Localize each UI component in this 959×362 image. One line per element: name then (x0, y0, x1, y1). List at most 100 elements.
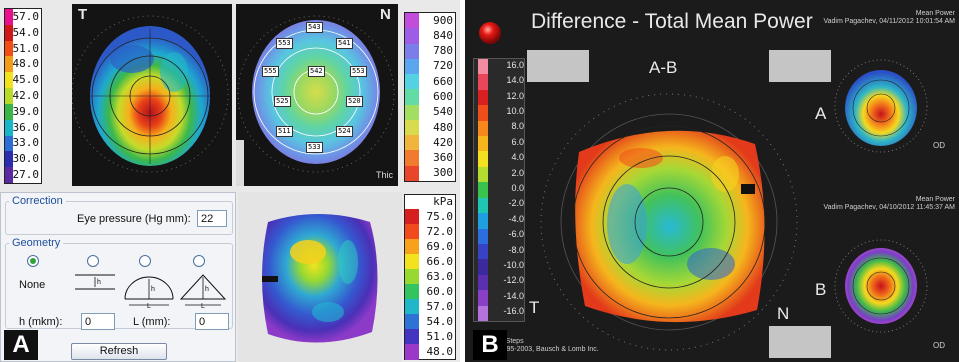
thickness-value: 533 (306, 142, 323, 153)
thickness-scale-swatch (405, 104, 419, 121)
thickness-value: 524 (336, 126, 353, 137)
keratometry-map: T (72, 4, 232, 186)
panel-a: 57.0 54.0 51.0 48.0 45.0 42.0 39.0 36.0 33.0 30.0… (0, 0, 460, 362)
pressure-scale-tick-label: 48.0 (426, 344, 454, 358)
keratometry-scale-tick-label: 36.0 (12, 120, 40, 134)
difference-scale-swatch (478, 197, 488, 214)
keratometry-scale-swatch (5, 88, 13, 105)
thickness-scale-swatch (405, 58, 419, 75)
map-a-od: OD (933, 141, 945, 150)
panel-b-label: B (473, 330, 507, 360)
difference-scale-swatch (478, 89, 488, 106)
biomechanics-map (238, 192, 402, 362)
eye-pressure-input[interactable] (197, 210, 227, 227)
pressure-scale-tick-label: 69.0 (426, 239, 454, 253)
pressure-scale-tick-label: 60.0 (426, 284, 454, 298)
thickness-scale-tick-label: 660 (433, 74, 453, 88)
l-input[interactable] (195, 313, 229, 330)
keratometry-scale-swatch (5, 72, 13, 89)
keratometry-scale-tick-label: 33.0 (12, 136, 40, 150)
top-info-line2: Vadim Pagachev, 04/11/2012 10:01:54 AM (823, 18, 955, 25)
difference-scale-tick-label: 8.0 (511, 121, 524, 132)
pressure-scale-swatch (405, 314, 419, 330)
map-b-od: OD (933, 341, 945, 350)
geometry-flat-radio[interactable] (87, 255, 99, 267)
top-info-line1: Mean Power (915, 10, 955, 17)
difference-scale-swatch (478, 290, 488, 307)
keratometry-scale-swatch (5, 167, 13, 184)
difference-scale-tick-label: 6.0 (511, 136, 524, 147)
thickness-scale-swatch (405, 74, 419, 90)
keratometry-scale-swatch (5, 40, 13, 57)
geometry-diagrams: h h L h L (75, 274, 227, 309)
keratometry-scale-swatch (5, 9, 13, 26)
difference-scale-tick-label: -14.0 (503, 290, 524, 301)
keratometry-color-scale: 57.0 54.0 51.0 48.0 45.0 42.0 39.0 36.0 33.0 30.0… (4, 8, 42, 184)
pressure-scale-tick-label: 63.0 (426, 269, 454, 283)
difference-scale-swatch (478, 166, 488, 183)
difference-map-graphic (540, 93, 798, 351)
geometry-none-radio[interactable] (27, 255, 39, 267)
thickness-scale-tick-label: 540 (433, 105, 453, 119)
map-a-label: A (815, 104, 827, 123)
thickness-scale-swatch (405, 13, 419, 29)
thickness-scale-tick-label: 420 (433, 135, 453, 149)
difference-scale-tick-label: 12.0 (506, 90, 524, 101)
difference-scale-swatch (478, 136, 488, 152)
keratometry-scale-tick-label: 57.0 (12, 9, 40, 23)
pressure-scale-swatch (405, 344, 419, 360)
keratometry-scale-swatch (5, 151, 13, 168)
geometry-none-label: None (19, 279, 46, 291)
l-label: L (mm): (133, 316, 171, 328)
keratometry-scale-tick-label: 45.0 (12, 73, 40, 87)
bottom-info-line2: Vadim Pagachev, 04/10/2012 11:45:37 AM (823, 204, 955, 211)
footer-line2: ght 1995-2003, Bausch & Lomb Inc. (487, 346, 599, 353)
eye-pressure-label: Eye pressure (Hg mm): (77, 213, 191, 225)
thickness-map: N Thic 543 553 541 555 553 542 525 520 511 524 533 (236, 4, 398, 186)
difference-scale-tick-label: -6.0 (508, 229, 524, 240)
geometry-arc-radio[interactable] (139, 255, 151, 267)
difference-scale-swatch (478, 151, 488, 168)
thickness-scale-swatch (405, 89, 419, 106)
pressure-scale-swatch (405, 239, 419, 255)
panel-b: Difference - Total Mean Power Mean Power… (465, 0, 959, 362)
difference-scale-tick-label: 0.0 (511, 183, 524, 193)
keratometry-scale-tick-label: 54.0 (12, 25, 40, 39)
top-left-placeholder (527, 50, 589, 82)
refresh-button[interactable]: Refresh (71, 343, 167, 360)
geometry-title: Geometry (9, 237, 64, 249)
difference-scale-tick-label: 16.0 (506, 59, 524, 70)
temporal-letter-b: T (529, 298, 540, 317)
thickness-value: 541 (336, 38, 353, 49)
pressure-scale-swatch (405, 284, 419, 300)
pressure-scale-swatch (405, 224, 419, 240)
thickness-scale-swatch (405, 135, 419, 151)
bottom-right-placeholder (769, 326, 831, 358)
thickness-value: 520 (346, 96, 363, 107)
pressure-scale-tick-label: 72.0 (426, 224, 454, 238)
thickness-scale-swatch (405, 150, 419, 167)
difference-label: A-B (649, 58, 678, 77)
thickness-value: 553 (276, 38, 293, 49)
correction-group (5, 201, 233, 235)
svg-text:h: h (97, 279, 101, 286)
difference-scale-swatch (478, 213, 488, 230)
geometry-triangle-radio[interactable] (193, 255, 205, 267)
thickness-color-scale: 900 840 780 720 660 600 540 480 420 360 300 (404, 12, 456, 182)
h-input[interactable] (81, 313, 115, 330)
difference-scale-swatch (478, 182, 488, 199)
thickness-scale-tick-label: 780 (433, 44, 453, 58)
svg-text:L: L (147, 303, 151, 309)
temporal-letter: T (78, 6, 88, 23)
difference-scale-tick-label: -2.0 (508, 198, 524, 209)
difference-scale-swatch (478, 105, 488, 122)
record-indicator-icon (479, 22, 501, 44)
keratometry-scale-swatch (5, 103, 13, 121)
difference-scale-swatch (478, 120, 488, 137)
pressure-color-scale: 75.0 72.0 69.0 66.0 63.0 60.0 57.0 54.0 51.0 48.0… (404, 194, 456, 360)
keratometry-scale-swatch (5, 24, 13, 42)
thickness-scale-tick-label: 300 (433, 166, 453, 180)
difference-scale-swatch (478, 74, 488, 91)
pressure-scale-swatch (405, 329, 419, 345)
difference-scale-tick-label: 4.0 (511, 152, 524, 163)
